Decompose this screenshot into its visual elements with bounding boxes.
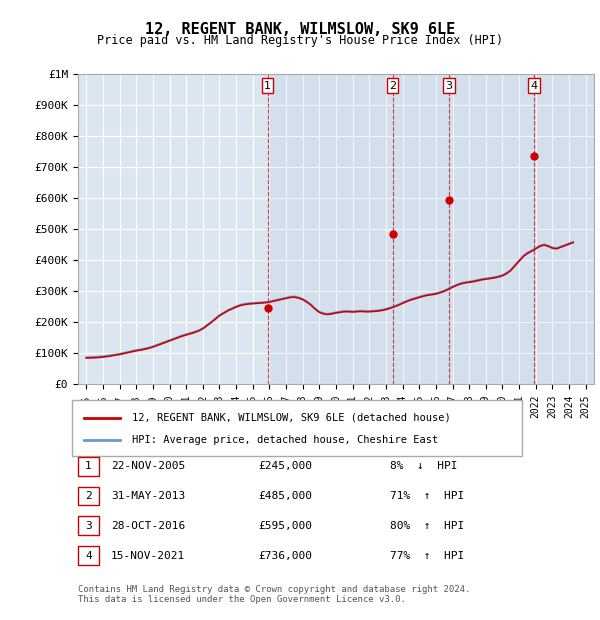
Text: 3: 3 [446, 81, 452, 91]
Text: 8%  ↓  HPI: 8% ↓ HPI [390, 461, 458, 471]
Text: 2: 2 [85, 491, 92, 501]
Text: 4: 4 [530, 81, 538, 91]
Text: 77%  ↑  HPI: 77% ↑ HPI [390, 551, 464, 560]
Text: 2: 2 [389, 81, 396, 91]
Bar [449, 74, 534, 384]
Text: £245,000: £245,000 [258, 461, 312, 471]
Text: 12, REGENT BANK, WILMSLOW, SK9 6LE: 12, REGENT BANK, WILMSLOW, SK9 6LE [145, 22, 455, 37]
Text: 31-MAY-2013: 31-MAY-2013 [111, 491, 185, 501]
Text: 28-OCT-2016: 28-OCT-2016 [111, 521, 185, 531]
Text: 3: 3 [85, 521, 92, 531]
Text: HPI: Average price, detached house, Cheshire East: HPI: Average price, detached house, Ches… [132, 435, 438, 445]
Text: £485,000: £485,000 [258, 491, 312, 501]
Text: 80%  ↑  HPI: 80% ↑ HPI [390, 521, 464, 531]
Bar [392, 74, 449, 384]
Text: Price paid vs. HM Land Registry's House Price Index (HPI): Price paid vs. HM Land Registry's House … [97, 34, 503, 47]
Text: £736,000: £736,000 [258, 551, 312, 560]
Bar [534, 74, 594, 384]
Text: 71%  ↑  HPI: 71% ↑ HPI [390, 491, 464, 501]
Text: 15-NOV-2021: 15-NOV-2021 [111, 551, 185, 560]
Bar [268, 74, 392, 384]
Text: Contains HM Land Registry data © Crown copyright and database right 2024.
This d: Contains HM Land Registry data © Crown c… [78, 585, 470, 604]
Text: 4: 4 [85, 551, 92, 560]
Text: 12, REGENT BANK, WILMSLOW, SK9 6LE (detached house): 12, REGENT BANK, WILMSLOW, SK9 6LE (deta… [132, 413, 451, 423]
Text: 22-NOV-2005: 22-NOV-2005 [111, 461, 185, 471]
Text: £595,000: £595,000 [258, 521, 312, 531]
Text: 1: 1 [85, 461, 92, 471]
Text: 1: 1 [264, 81, 271, 91]
